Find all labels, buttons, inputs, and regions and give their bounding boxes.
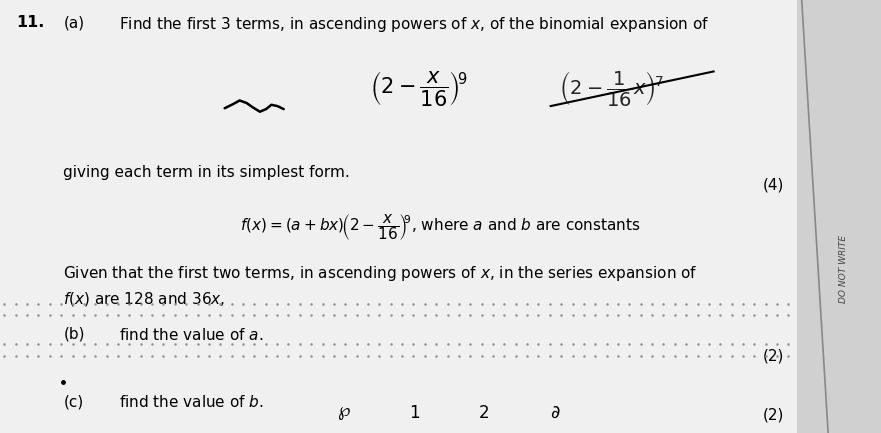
Text: (2): (2) <box>763 349 784 364</box>
Text: Find the first 3 terms, in ascending powers of $x$, of the binomial expansion of: Find the first 3 terms, in ascending pow… <box>119 15 709 34</box>
Text: $f(x) = (a + bx)\!\left(2 - \dfrac{x}{16}\right)^{\!\!9}$, where $a$ and $b$ are: $f(x) = (a + bx)\!\left(2 - \dfrac{x}{16… <box>241 212 640 242</box>
Text: $f(x)$ are 128 and 36$x$,: $f(x)$ are 128 and 36$x$, <box>63 290 226 308</box>
Text: giving each term in its simplest form.: giving each term in its simplest form. <box>63 165 350 180</box>
Text: (4): (4) <box>763 178 784 193</box>
Text: (c): (c) <box>63 394 84 409</box>
Text: (2): (2) <box>763 407 784 422</box>
Text: 11.: 11. <box>16 15 44 30</box>
Text: 1: 1 <box>409 404 419 422</box>
Text: Given that the first two terms, in ascending powers of $x$, in the series expans: Given that the first two terms, in ascen… <box>63 264 698 283</box>
Text: $\left(2-\dfrac{1}{16}x\right)^{\!7}$: $\left(2-\dfrac{1}{16}x\right)^{\!7}$ <box>559 69 664 108</box>
Text: DO NOT WRITE: DO NOT WRITE <box>840 234 848 303</box>
Text: 2: 2 <box>479 404 490 422</box>
Text: $\wp$: $\wp$ <box>337 404 351 422</box>
Text: (a): (a) <box>63 15 85 30</box>
Text: $\left(2-\dfrac{x}{16}\right)^{\!9}$: $\left(2-\dfrac{x}{16}\right)^{\!9}$ <box>370 69 468 108</box>
Bar <box>797 0 881 433</box>
Text: (b): (b) <box>63 327 85 342</box>
Text: $\partial$: $\partial$ <box>550 404 560 422</box>
Text: find the value of $a$.: find the value of $a$. <box>119 327 263 343</box>
Text: find the value of $b$.: find the value of $b$. <box>119 394 263 410</box>
